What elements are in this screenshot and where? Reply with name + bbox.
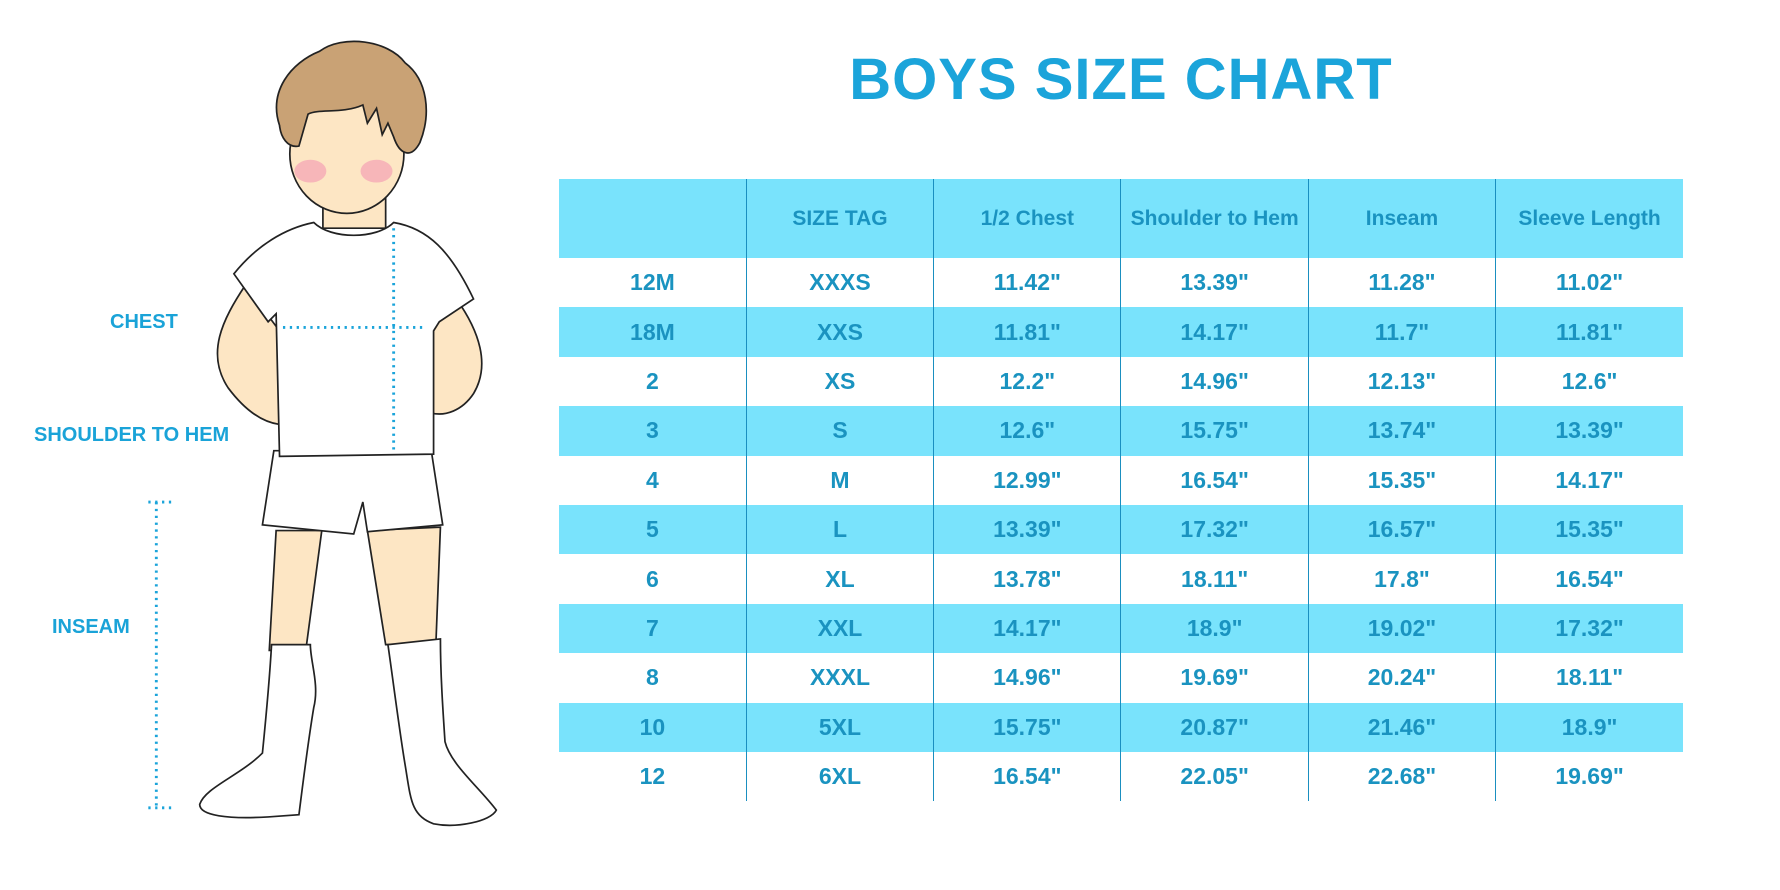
cell-size-tag: XXXL [745, 653, 934, 703]
cell-shoulder-to-hem: 20.87" [1120, 702, 1309, 752]
table-row: 8 XXXL 14.96" 19.69" 20.24" 18.11" [559, 653, 1683, 703]
cell-shoulder-to-hem: 13.39" [1120, 258, 1309, 308]
cell-half-chest: 15.75" [933, 702, 1121, 752]
cell-size-tag: 5XL [745, 702, 934, 752]
cell-sleeve-length: 17.32" [1495, 603, 1683, 654]
cell-size-tag: XXXS [745, 258, 934, 308]
cell-size: 18M [559, 307, 747, 357]
cell-shoulder-to-hem: 19.69" [1120, 653, 1309, 703]
cell-inseam: 19.02" [1307, 603, 1496, 654]
cell-size-tag: XXL [745, 603, 934, 654]
cell-size: 8 [646, 664, 659, 691]
header-inseam: Inseam [1307, 179, 1496, 258]
cell-sleeve-length: 19.69" [1495, 751, 1683, 802]
chest-label: CHEST [110, 311, 178, 333]
cell-size: 2 [646, 367, 659, 394]
cell-inseam: 11.7" [1307, 307, 1496, 357]
cell-size: 6 [646, 565, 659, 592]
cell-sleeve-length: 11.81" [1495, 307, 1683, 357]
cell-inseam: 15.35" [1307, 455, 1496, 505]
header-half-chest: 1/2 Chest [933, 179, 1121, 258]
header-size-tag: SIZE TAG [745, 179, 934, 258]
cell-sleeve-length: 13.39" [1495, 406, 1683, 456]
cell-sleeve-length: 16.54" [1495, 554, 1683, 604]
table-row: 5 L 13.39" 17.32" 16.57" 15.35" [559, 504, 1683, 555]
cell-inseam: 20.24" [1307, 653, 1496, 703]
cell-shoulder-to-hem: 16.54" [1120, 455, 1309, 505]
table-row: 3 S 12.6" 15.75" 13.74" 13.39" [559, 406, 1683, 456]
shirt [232, 221, 475, 458]
cell-half-chest: 12.6" [933, 406, 1121, 456]
cell-size-tag: S [745, 406, 934, 456]
header-size [559, 179, 747, 258]
page-title: BOYS SIZE CHART [849, 47, 1393, 112]
table-row: 12M XXXS 11.42" 13.39" 11.28" 11.02" [559, 258, 1683, 308]
cell-shoulder-to-hem: 14.96" [1120, 356, 1309, 407]
table-row: 2 XS 12.2" 14.96" 12.13" 12.6" [559, 356, 1683, 407]
cell-inseam: 21.46" [1307, 702, 1496, 752]
cell-sleeve-length: 12.6" [1495, 356, 1683, 407]
cell-size: 4 [646, 466, 659, 493]
left-sock [198, 643, 317, 819]
cell-shoulder-to-hem: 18.9" [1120, 603, 1309, 654]
cell-inseam: 13.74" [1307, 406, 1496, 456]
table-header-row: SIZE TAG 1/2 Chest Shoulder to Hem Insea… [559, 179, 1683, 258]
cell-sleeve-length: 18.11" [1495, 653, 1683, 703]
cell-shoulder-to-hem: 15.75" [1120, 406, 1309, 456]
hair [275, 40, 428, 154]
cell-inseam: 16.57" [1307, 504, 1496, 555]
cell-half-chest: 12.99" [933, 455, 1121, 505]
cell-half-chest: 14.96" [933, 653, 1121, 703]
shorts [261, 449, 444, 535]
cell-half-chest: 16.54" [933, 751, 1121, 802]
cell-half-chest: 13.78" [933, 554, 1121, 604]
cell-shoulder-to-hem: 17.32" [1120, 504, 1309, 555]
cell-size-tag: 6XL [745, 751, 934, 802]
cell-size-tag: L [745, 504, 934, 555]
cell-inseam: 22.68" [1307, 751, 1496, 802]
table-row: 4 M 12.99" 16.54" 15.35" 14.17" [559, 455, 1683, 505]
cell-shoulder-to-hem: 22.05" [1120, 751, 1309, 802]
cell-size: 12M [630, 269, 675, 296]
cell-size: 10 [559, 702, 747, 752]
right-arm [430, 297, 483, 415]
inseam-label: INSEAM [52, 616, 130, 638]
cell-half-chest: 13.39" [933, 504, 1121, 555]
cell-inseam: 11.28" [1307, 258, 1496, 308]
cell-size-tag: XL [745, 554, 934, 604]
table-row: 7 XXL 14.17" 18.9" 19.02" 17.32" [559, 603, 1683, 654]
header-sleeve-length: Sleeve Length [1495, 179, 1683, 258]
cell-size: 5 [559, 504, 747, 555]
cell-shoulder-to-hem: 18.11" [1120, 554, 1309, 604]
legs [268, 526, 442, 652]
left-arm [216, 283, 281, 426]
cell-size: 3 [559, 406, 747, 456]
cell-sleeve-length: 11.02" [1495, 258, 1683, 308]
right-sock [386, 638, 498, 827]
cell-sleeve-length: 15.35" [1495, 504, 1683, 555]
cell-size: 7 [559, 603, 747, 654]
cell-half-chest: 12.2" [933, 356, 1121, 407]
cell-size: 12 [639, 763, 666, 790]
cell-inseam: 17.8" [1307, 554, 1496, 604]
table-row: 6 XL 13.78" 18.11" 17.8" 16.54" [559, 554, 1683, 604]
boy-illustration [148, 40, 498, 827]
cell-sleeve-length: 18.9" [1495, 702, 1683, 752]
table-row: 18M XXS 11.81" 14.17" 11.7" 11.81" [559, 307, 1683, 357]
table-row: 12 6XL 16.54" 22.05" 22.68" 19.69" [559, 751, 1683, 802]
cell-shoulder-to-hem: 14.17" [1120, 307, 1309, 357]
cell-half-chest: 11.81" [933, 307, 1121, 357]
cell-inseam: 12.13" [1307, 356, 1496, 407]
size-chart-table: SIZE TAG 1/2 Chest Shoulder to Hem Insea… [559, 179, 1683, 802]
header-shoulder-to-hem: Shoulder to Hem [1120, 179, 1309, 258]
cell-size-tag: XS [745, 356, 934, 407]
shoulder-to-hem-label: SHOULDER TO HEM [34, 424, 230, 446]
cell-size-tag: M [745, 455, 934, 505]
cell-sleeve-length: 14.17" [1495, 455, 1683, 505]
cell-half-chest: 14.17" [933, 603, 1121, 654]
cell-size-tag: XXS [745, 307, 934, 357]
cell-half-chest: 11.42" [933, 258, 1121, 308]
table-row: 10 5XL 15.75" 20.87" 21.46" 18.9" [559, 702, 1683, 752]
